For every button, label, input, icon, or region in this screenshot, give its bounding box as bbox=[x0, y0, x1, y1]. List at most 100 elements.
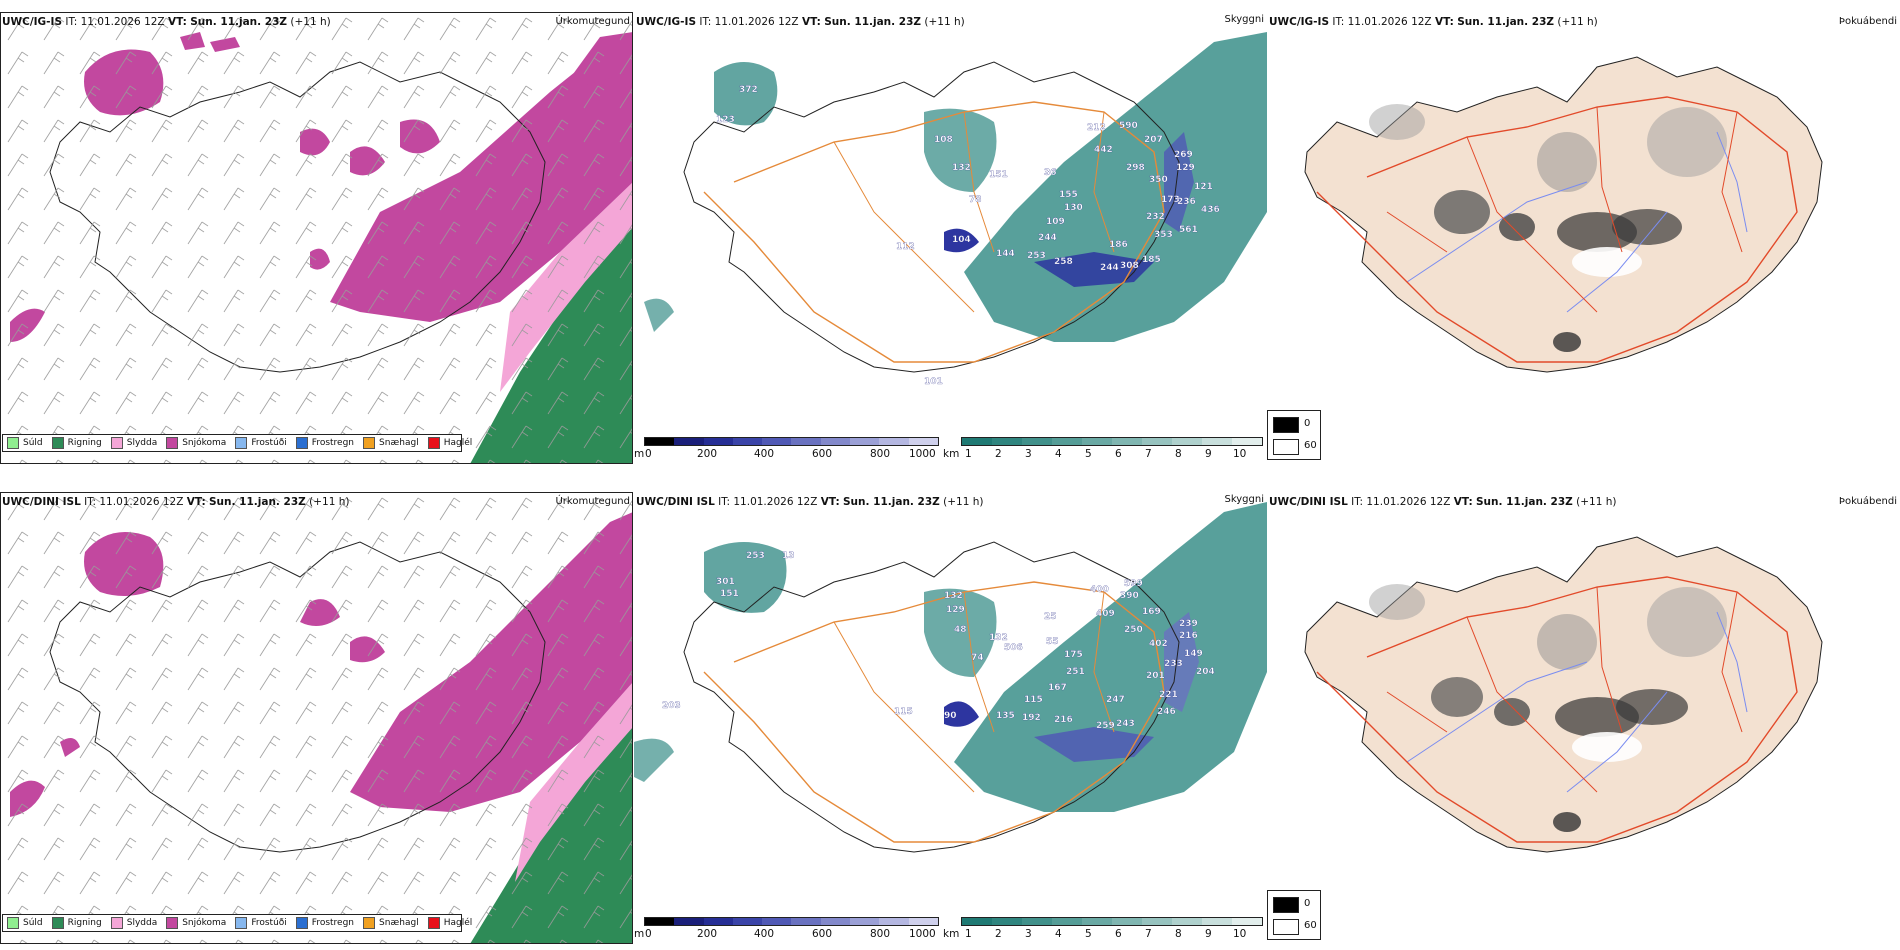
cloud-number: 436 bbox=[1201, 205, 1220, 215]
panel-header: UWC/DINI ISL IT: 11.01.2026 12Z VT: Sun.… bbox=[2, 496, 350, 508]
colorbar-tick: 400 bbox=[754, 448, 775, 460]
colorbar-tick: 4 bbox=[1055, 928, 1062, 940]
cloud-number: 132 bbox=[989, 633, 1008, 643]
cloud-number: 132 bbox=[944, 591, 963, 601]
legend-item-snow: Snjókoma bbox=[166, 917, 226, 929]
cloud-number: 350 bbox=[1149, 175, 1168, 185]
panel-title: Þokuábendi bbox=[1838, 16, 1897, 27]
legend-item-sleet: Slydda bbox=[110, 437, 157, 449]
panel-header: UWC/IG-IS IT: 11.01.2026 12Z VT: Sun. 11… bbox=[636, 16, 965, 28]
colorbar-tick: 4 bbox=[1055, 448, 1062, 460]
cloud-number: 561 bbox=[1179, 225, 1198, 235]
cloud-number: 121 bbox=[1194, 182, 1213, 192]
cloud-number: 192 bbox=[1022, 713, 1041, 723]
cloud-number: 55 bbox=[1046, 637, 1059, 647]
panel-frame bbox=[0, 12, 633, 464]
cloud-number: 203 bbox=[662, 701, 681, 711]
cloud-number: 112 bbox=[896, 242, 915, 252]
colorbar-m-bar bbox=[644, 917, 939, 926]
colorbar-tick: 6 bbox=[1115, 928, 1122, 940]
fog-label-dark: 0 bbox=[1304, 898, 1311, 909]
cloud-panel-row1: 372 123 108 132 151 78 36 155 130 109 21… bbox=[634, 12, 1267, 464]
colorbar-tick: 3 bbox=[1025, 928, 1032, 940]
swatch-snow bbox=[166, 437, 179, 449]
colorbar-tick: 9 bbox=[1205, 448, 1212, 460]
cloud-number: 258 bbox=[1054, 257, 1073, 267]
fog-swatch-light bbox=[1273, 919, 1299, 935]
colorbar-tick: 800 bbox=[870, 928, 891, 940]
cloud-map: 253 13 301 151 132 129 48 132 506 74 55 … bbox=[634, 492, 1267, 944]
fog-legend: 0 60 bbox=[1267, 410, 1321, 460]
fog-panel-row1: UWC/IG-IS IT: 11.01.2026 12Z VT: Sun. 11… bbox=[1267, 12, 1900, 464]
swatch-rain bbox=[51, 437, 64, 449]
panel-header: UWC/IG-IS IT: 11.01.2026 12Z VT: Sun. 11… bbox=[2, 16, 331, 28]
colorbar-tick: 1000 bbox=[909, 928, 936, 940]
cloud-number: 167 bbox=[1048, 683, 1067, 693]
cloud-number: 236 bbox=[1177, 197, 1196, 207]
cloud-number: 590 bbox=[1119, 121, 1138, 131]
cloud-number: 36 bbox=[1044, 168, 1057, 178]
precip-legend: Súld Rigning Slydda Snjókoma Frostúði Fr… bbox=[2, 434, 472, 452]
cloud-numbers: 372 123 108 132 151 78 36 155 130 109 21… bbox=[716, 85, 1220, 387]
cloud-number: 353 bbox=[1154, 230, 1173, 240]
fog-legend: 0 60 bbox=[1267, 890, 1321, 940]
precip-map bbox=[0, 12, 633, 464]
cloud-number: 212 bbox=[1087, 123, 1106, 133]
cloud-number: 247 bbox=[1106, 695, 1125, 705]
colorbar-m: m 0 200 400 600 800 1000 bbox=[634, 917, 939, 943]
cloud-number: 78 bbox=[969, 195, 982, 205]
cloud-number: 130 bbox=[1064, 203, 1083, 213]
cloud-number: 109 bbox=[1046, 217, 1065, 227]
legend-item-freezing-rain: Frostregn bbox=[295, 917, 354, 929]
cloud-number: 108 bbox=[934, 135, 953, 145]
colorbar-tick: 200 bbox=[697, 448, 718, 460]
panel-title: Skyggni bbox=[1224, 494, 1264, 505]
cloud-map: 372 123 108 132 151 78 36 155 130 109 21… bbox=[634, 12, 1267, 464]
cloud-number: 506 bbox=[1004, 643, 1023, 653]
cloud-number: 239 bbox=[1179, 619, 1198, 629]
cloud-number: 101 bbox=[924, 377, 943, 387]
fog-label-light: 60 bbox=[1304, 440, 1317, 451]
precip-panel-row2: UWC/DINI ISL IT: 11.01.2026 12Z VT: Sun.… bbox=[0, 492, 633, 944]
colorbar-km: km 1 2 3 4 5 6 7 8 9 10 bbox=[943, 917, 1263, 943]
colorbar-unit: km bbox=[943, 928, 960, 940]
cloud-number: 390 bbox=[1120, 591, 1139, 601]
cloud-number: 186 bbox=[1109, 240, 1128, 250]
cloud-number: 259 bbox=[1096, 721, 1115, 731]
colorbar-tick: 600 bbox=[812, 928, 833, 940]
colorbar-m-bar bbox=[644, 437, 939, 446]
fog-label-dark: 0 bbox=[1304, 418, 1311, 429]
colorbar-tick: 5 bbox=[1085, 448, 1092, 460]
cloud-panel-row2: 253 13 301 151 132 129 48 132 506 74 55 … bbox=[634, 492, 1267, 944]
legend-item-sudd: Súld bbox=[7, 917, 43, 929]
cloud-number: 372 bbox=[739, 85, 758, 95]
swatch-drizzle bbox=[7, 437, 19, 449]
fog-label-light: 60 bbox=[1304, 920, 1317, 931]
colorbar-unit: m bbox=[634, 448, 645, 460]
panel-title: Þokuábendi bbox=[1838, 496, 1897, 507]
panel-title: Úrkomutegund bbox=[555, 16, 630, 27]
colorbar-tick: 3 bbox=[1025, 448, 1032, 460]
cloud-number: 151 bbox=[989, 170, 1008, 180]
panel-header: UWC/DINI ISL IT: 11.01.2026 12Z VT: Sun.… bbox=[636, 496, 984, 508]
colorbar-tick: 1000 bbox=[909, 448, 936, 460]
legend-item-graupel: Snæhagl bbox=[363, 917, 419, 929]
cloud-number: 48 bbox=[954, 625, 967, 635]
cloud-number: 243 bbox=[1116, 719, 1135, 729]
legend-item-rain: Rigning bbox=[51, 437, 102, 449]
cloud-number: 135 bbox=[996, 711, 1015, 721]
cloud-number: 129 bbox=[946, 605, 965, 615]
swatch-drizzle bbox=[7, 917, 19, 929]
cloud-number: 207 bbox=[1144, 135, 1163, 145]
cloud-number: 149 bbox=[1184, 649, 1203, 659]
swatch-sleet bbox=[110, 917, 123, 929]
legend-item-hail: Haglél bbox=[427, 437, 472, 449]
cloud-number: 244 bbox=[1100, 263, 1119, 273]
cloud-number: 301 bbox=[716, 577, 735, 587]
colorbar-tick: 0 bbox=[645, 448, 652, 460]
cloud-number: 232 bbox=[1146, 212, 1165, 222]
cloud-number: 253 bbox=[1027, 251, 1046, 261]
cloud-number: 204 bbox=[1196, 667, 1215, 677]
cloud-number: 442 bbox=[1094, 145, 1113, 155]
legend-item-freezing-rain: Frostregn bbox=[295, 437, 354, 449]
